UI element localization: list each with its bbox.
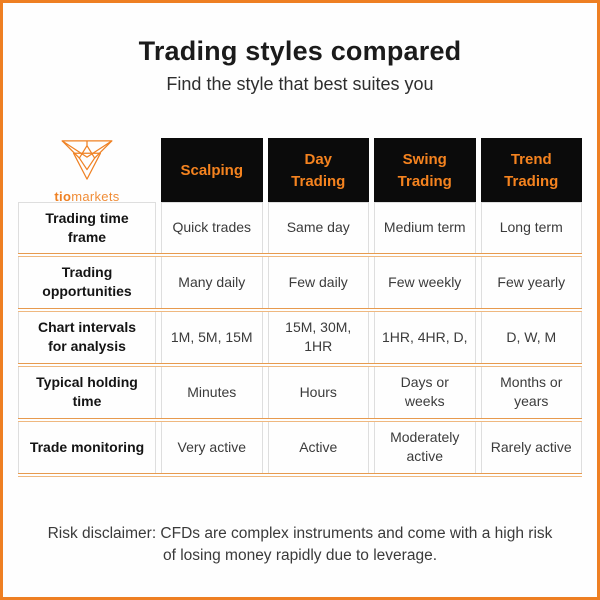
table-cell: Very active	[161, 421, 263, 473]
table-cell: 1HR, 4HR, D,	[374, 311, 476, 363]
row-label: Trading opportunities	[18, 256, 156, 308]
table-cell: Few weekly	[374, 256, 476, 308]
brand-wordmark: tiomarkets	[54, 189, 119, 204]
table-row: Typical holding time Minutes Hours Days …	[18, 366, 582, 418]
table-cell: Moderately active	[374, 421, 476, 473]
table-cell: Active	[267, 421, 369, 473]
brand-name-light: markets	[71, 188, 120, 204]
table-cell: Medium term	[374, 201, 476, 253]
row-divider	[18, 472, 582, 477]
table-row: Trading opportunities Many daily Few dai…	[18, 256, 582, 308]
column-header-scalping: Scalping	[161, 137, 263, 204]
table-cell: Many daily	[161, 256, 263, 308]
comparison-table: tiomarkets Scalping Day Trading Swing Tr…	[18, 137, 582, 477]
column-header-day-trading: Day Trading	[267, 137, 369, 204]
row-label: Chart intervals for analysis	[18, 311, 156, 363]
table-header-row: tiomarkets Scalping Day Trading Swing Tr…	[18, 137, 582, 204]
row-label: Typical holding time	[18, 366, 156, 418]
table-cell: 15M, 30M, 1HR	[267, 311, 369, 363]
table-row: Trade monitoring Very active Active Mode…	[18, 421, 582, 473]
table-cell: Minutes	[161, 366, 263, 418]
table-cell: Quick trades	[161, 201, 263, 253]
page-subtitle: Find the style that best suites you	[166, 74, 434, 95]
table-cell: Days or weeks	[374, 366, 476, 418]
table-cell: D, W, M	[480, 311, 582, 363]
risk-disclaimer: Risk disclaimer: CFDs are complex instru…	[47, 524, 553, 565]
table-cell: 1M, 5M, 15M	[161, 311, 263, 363]
table-cell: Few daily	[267, 256, 369, 308]
table-row: Chart intervals for analysis 1M, 5M, 15M…	[18, 311, 582, 363]
table-cell: Long term	[480, 201, 582, 253]
row-divider	[18, 252, 582, 257]
table-cell: Hours	[267, 366, 369, 418]
brand-name-bold: tio	[54, 188, 72, 204]
table-cell: Few yearly	[480, 256, 582, 308]
table-cell: Rarely active	[480, 421, 582, 473]
table-cell: Months or years	[480, 366, 582, 418]
page-title: Trading styles compared	[138, 36, 462, 66]
row-label: Trade monitoring	[18, 421, 156, 473]
brand-logo-cell: tiomarkets	[18, 138, 156, 204]
column-header-swing-trading: Swing Trading	[374, 137, 476, 204]
column-header-trend-trading: Trend Trading	[480, 137, 582, 204]
table-cell: Same day	[267, 201, 369, 253]
table-row: Trading time frame Quick trades Same day…	[18, 201, 582, 253]
row-divider	[18, 307, 582, 312]
row-divider	[18, 362, 582, 367]
row-divider	[18, 417, 582, 422]
row-label: Trading time frame	[18, 201, 156, 253]
heading-block: Trading styles compared Find the style t…	[3, 36, 597, 96]
origami-bull-icon	[58, 138, 116, 187]
